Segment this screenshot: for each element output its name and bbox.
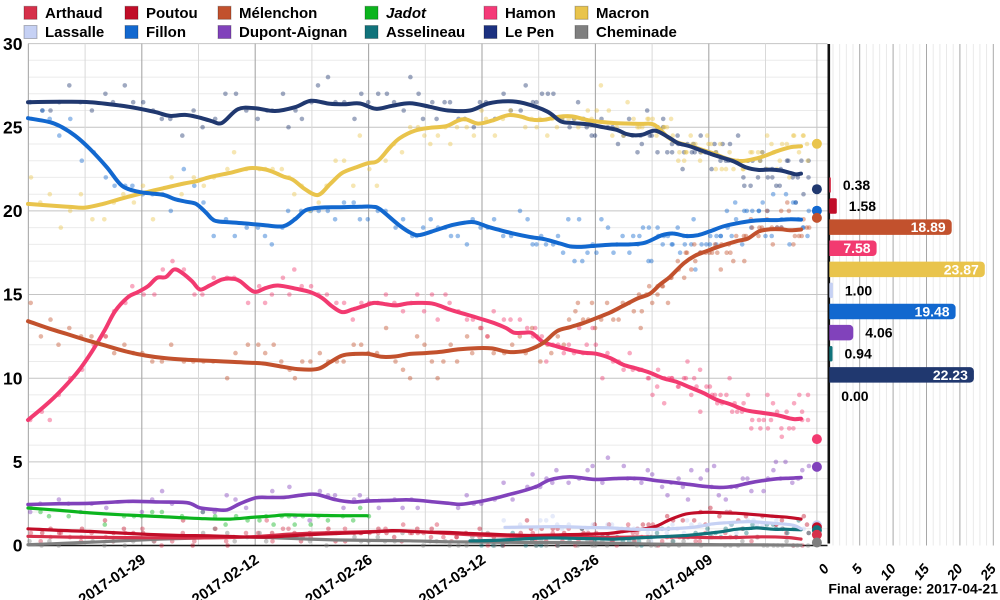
svg-text:Fillon: Fillon [146, 24, 186, 41]
svg-text:0.38: 0.38 [843, 177, 870, 193]
svg-text:Mélenchon: Mélenchon [239, 5, 317, 22]
svg-text:Final average: 2017-04-21: Final average: 2017-04-21 [828, 581, 998, 597]
svg-text:20: 20 [3, 201, 23, 221]
svg-text:Arthaud: Arthaud [45, 5, 103, 22]
svg-text:0.94: 0.94 [845, 346, 872, 362]
svg-text:Asselineau: Asselineau [386, 24, 465, 41]
svg-text:Cheminade: Cheminade [596, 24, 677, 41]
svg-text:22.23: 22.23 [933, 367, 968, 383]
svg-text:Macron: Macron [596, 5, 649, 22]
svg-text:23.87: 23.87 [944, 261, 979, 277]
svg-text:0: 0 [13, 536, 23, 556]
svg-text:19.48: 19.48 [915, 304, 950, 320]
svg-text:10: 10 [3, 368, 23, 388]
svg-text:7.58: 7.58 [843, 240, 870, 256]
svg-text:25: 25 [3, 117, 23, 137]
svg-text:15: 15 [3, 285, 23, 305]
svg-text:5: 5 [13, 452, 23, 472]
svg-text:Dupont-Aignan: Dupont-Aignan [239, 24, 347, 41]
svg-text:1.58: 1.58 [849, 198, 876, 214]
svg-text:0.00: 0.00 [841, 388, 868, 404]
svg-text:Poutou: Poutou [146, 5, 198, 22]
svg-text:Le Pen: Le Pen [505, 24, 554, 41]
svg-text:Lassalle: Lassalle [45, 24, 104, 41]
svg-text:30: 30 [3, 34, 23, 54]
svg-text:4.06: 4.06 [865, 325, 892, 341]
svg-text:Hamon: Hamon [505, 5, 556, 22]
svg-text:18.89: 18.89 [911, 219, 946, 235]
svg-text:1.00: 1.00 [845, 282, 872, 298]
svg-text:Jadot: Jadot [386, 5, 427, 22]
